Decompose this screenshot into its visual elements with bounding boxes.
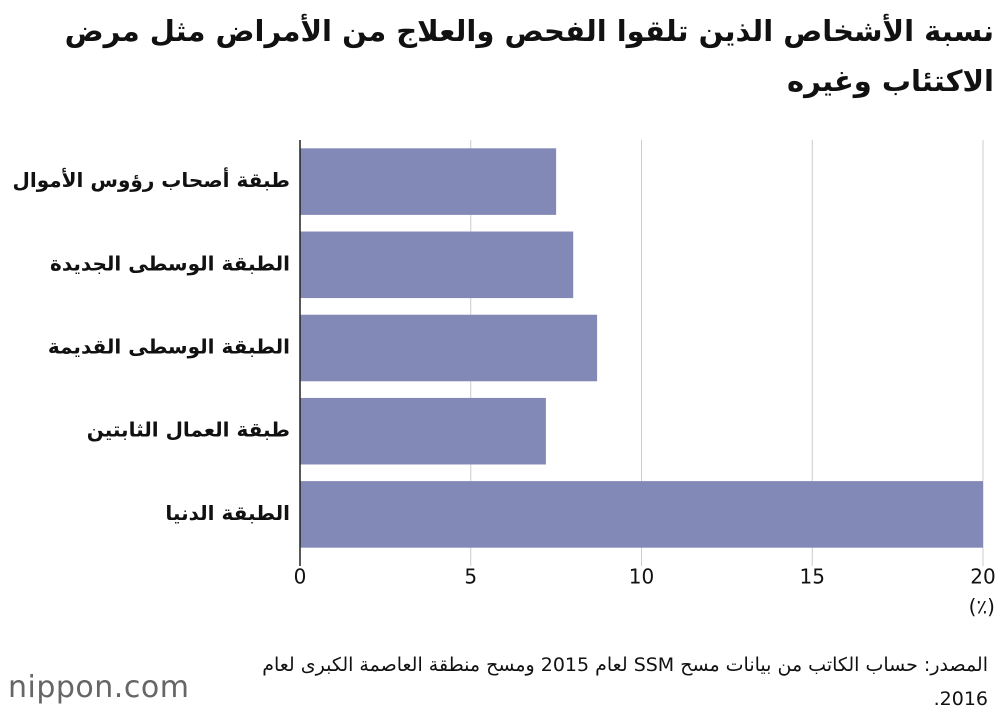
bar (300, 148, 557, 215)
x-tick-label: 15 (800, 565, 825, 589)
bar (300, 397, 546, 465)
x-axis-label: (٪) (969, 595, 995, 619)
x-tick-label: 5 (464, 565, 477, 589)
y-tick-label: طبقة أصحاب رؤوس الأموال (13, 166, 290, 192)
x-tick-label: 0 (294, 565, 307, 589)
x-tick-label: 10 (629, 565, 654, 589)
chart-title: نسبة الأشخاص الذين تلقوا الفحص والعلاج م… (64, 14, 994, 98)
bar (300, 481, 983, 548)
x-tick-label: 20 (970, 565, 995, 589)
y-tick-label: الطبقة الوسطى القديمة (48, 335, 290, 359)
source-note: المصدر: حساب الكاتب من بيانات مسح SSM لع… (262, 654, 988, 710)
bar (300, 314, 598, 382)
y-tick-label: الطبقة الدنيا (165, 501, 290, 525)
bar (300, 231, 574, 299)
y-tick-label: طبقة العمال الثابتين (87, 418, 290, 442)
logo: nippon.com (8, 670, 190, 705)
y-tick-label: الطبقة الوسطى الجديدة (50, 251, 290, 275)
